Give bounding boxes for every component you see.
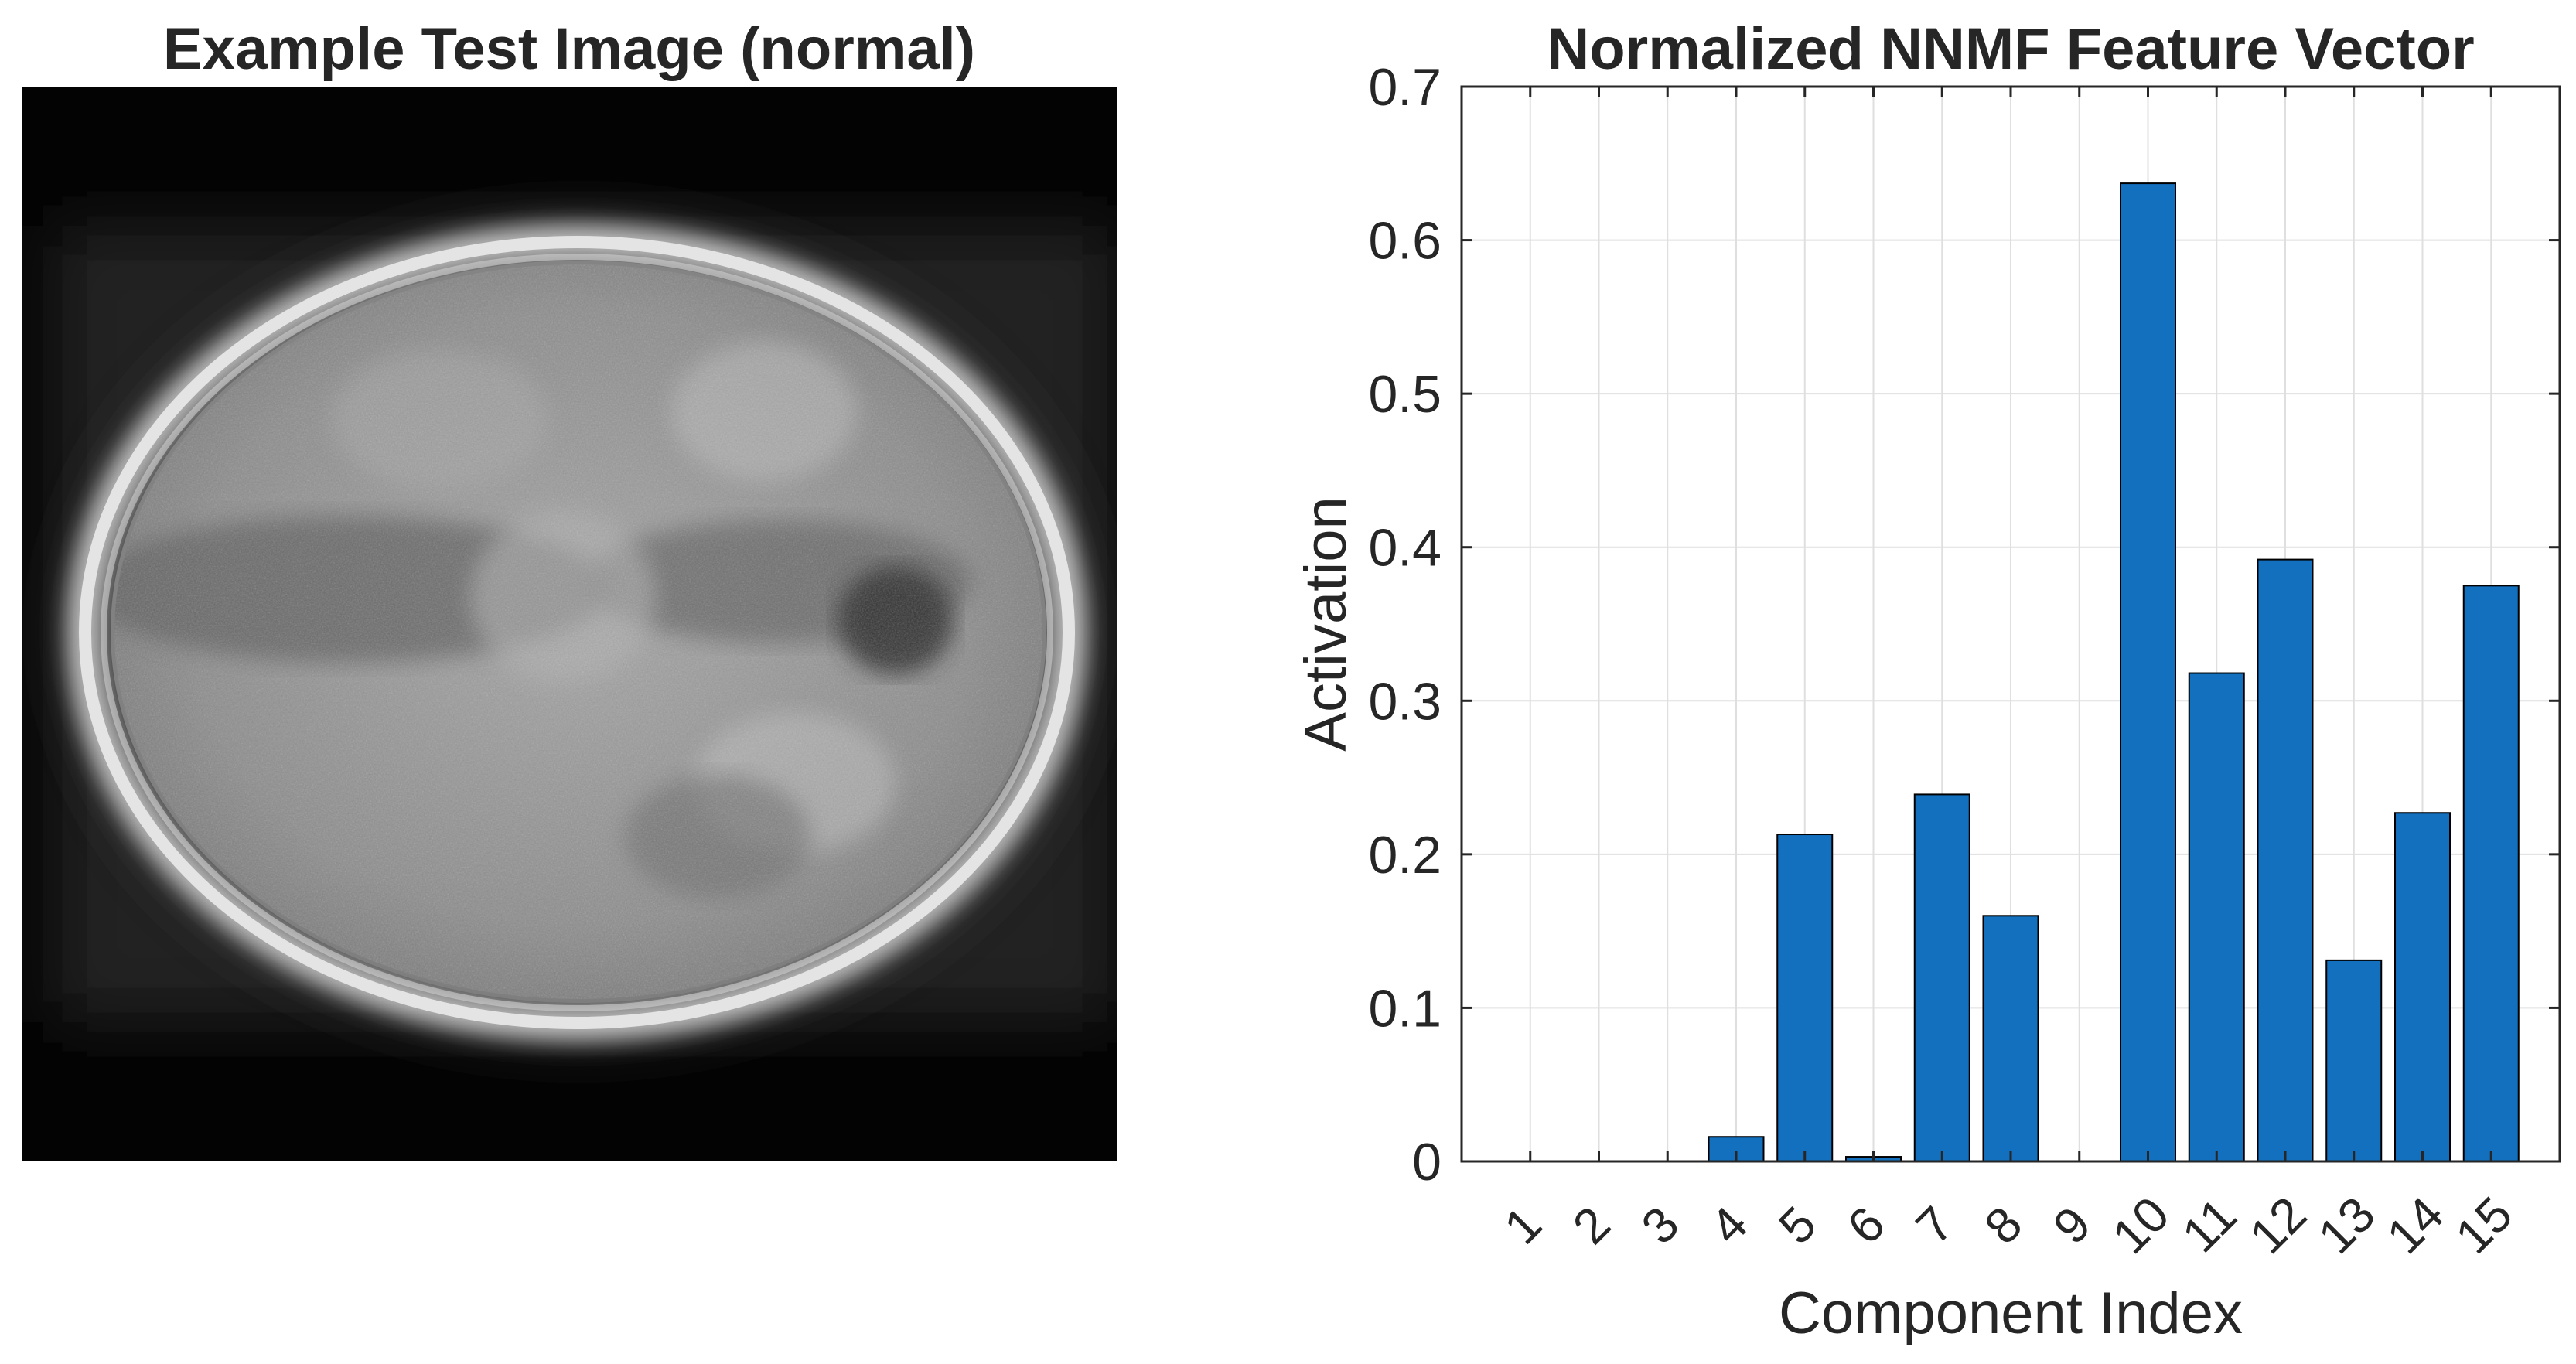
image-title: Example Test Image (normal)	[162, 16, 976, 82]
bar	[2257, 558, 2314, 1162]
y-tick-label: 0.7	[1368, 58, 1442, 117]
x-tick-label: 1	[1493, 1195, 1552, 1254]
x-tick-label: 8	[1974, 1195, 2032, 1254]
bar	[2120, 182, 2176, 1163]
y-tick-label: 0	[1412, 1133, 1442, 1192]
bar	[1776, 834, 1834, 1162]
y-tick-label: 0.6	[1368, 212, 1442, 271]
y-tick-label: 0.1	[1368, 979, 1442, 1038]
y-axis-label: Activation	[1293, 496, 1359, 752]
x-tick-label: 7	[1906, 1195, 1964, 1254]
bar	[1913, 793, 1970, 1163]
bars	[1708, 182, 2520, 1163]
bar	[1982, 915, 2039, 1163]
x-tick-label: 13	[2308, 1186, 2386, 1264]
x-tick-label: 10	[2101, 1186, 2179, 1264]
x-tick-label: 11	[2172, 1187, 2247, 1263]
x-tick-label: 14	[2376, 1186, 2454, 1264]
x-tick-label: 2	[1562, 1195, 1621, 1254]
x-tick-label: 4	[1699, 1195, 1758, 1254]
x-tick-label: 15	[2445, 1186, 2523, 1264]
mri-scan-image	[22, 87, 1117, 1161]
x-tick-label: 3	[1631, 1195, 1690, 1254]
chart-title: Normalized NNMF Feature Vector	[1547, 16, 2475, 82]
x-tick-label: 9	[2042, 1195, 2101, 1254]
bar	[2188, 672, 2245, 1162]
bar	[2394, 812, 2451, 1162]
x-axis-label: Component Index	[1779, 1280, 2243, 1346]
y-tick-label: 0.2	[1368, 826, 1442, 885]
bar	[2325, 959, 2383, 1163]
y-tick-label: 0.5	[1368, 365, 1442, 424]
x-tick-label: 5	[1768, 1195, 1827, 1254]
y-tick-label: 0.4	[1368, 519, 1442, 578]
x-tick-label: 12	[2239, 1186, 2317, 1264]
y-tick-label: 0.3	[1368, 672, 1442, 731]
y-axis-ticks: 0 0.1 0.2 0.3 0.4 0.5 0.6 0.7	[1368, 58, 2560, 1192]
bar	[2462, 585, 2520, 1162]
x-tick-label: 6	[1837, 1195, 1895, 1254]
